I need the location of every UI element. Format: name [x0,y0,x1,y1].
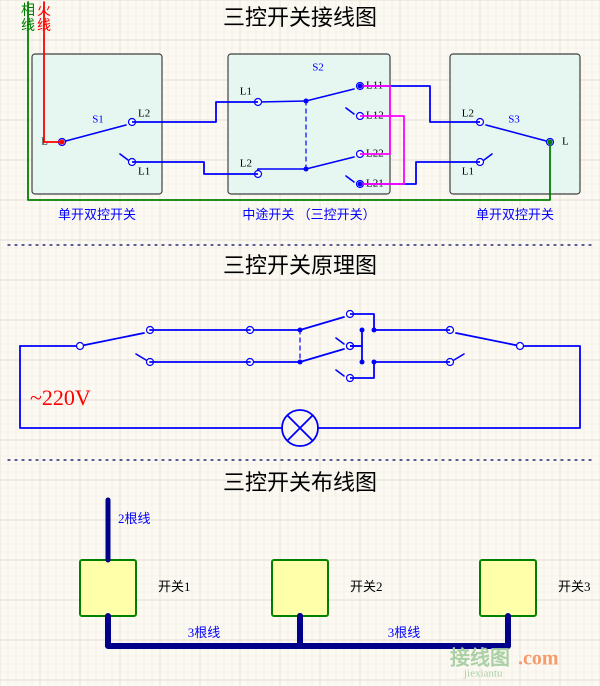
diagram-svg: 相线火线三控开关接线图单开双控开关中途开关 （三控开关）单开双控开关S1LL2L… [0,0,600,686]
label-voltage: ~220V [30,385,91,410]
watermark-left: 接线图 [450,646,510,670]
label-2wires: 2根线 [118,511,151,526]
layout-sw2 [272,560,328,616]
layout-sw3-label: 开关3 [558,579,591,594]
label-s3: S3 [508,114,520,126]
label-s1: S1 [92,114,104,126]
title-layout: 三控开关布线图 [223,470,377,495]
label-s3-L2: L2 [462,108,474,120]
switch-middle-box [228,54,390,194]
layout-sw2-label: 开关2 [350,579,383,594]
caption-switch-middle: 中途开关 （三控开关） [242,207,375,222]
title-wiring: 三控开关接线图 [223,5,377,30]
watermark-sub: jiexiantu [463,668,503,680]
layout-sw3 [480,560,536,616]
label-s2-L2: L2 [240,158,252,170]
label-s2-L1: L1 [240,86,252,98]
layout-sw1 [80,560,136,616]
label-s2: S2 [312,62,324,74]
caption-switch-left: 单开双控开关 [58,207,136,222]
watermark-right: .com [518,648,559,670]
label-s3-L1: L1 [462,166,474,178]
diagram-canvas: 相线火线三控开关接线图单开双控开关中途开关 （三控开关）单开双控开关S1LL2L… [0,0,600,686]
title-schematic: 三控开关原理图 [223,253,377,278]
label-3wires-left: 3根线 [188,625,221,640]
label-s3-L: L [562,136,569,148]
caption-switch-right: 单开双控开关 [476,207,554,222]
label-3wires-right: 3根线 [388,625,421,640]
label-s1-L1: L1 [138,166,150,178]
label-s1-L2: L2 [138,108,150,120]
layout-sw1-label: 开关1 [158,579,191,594]
